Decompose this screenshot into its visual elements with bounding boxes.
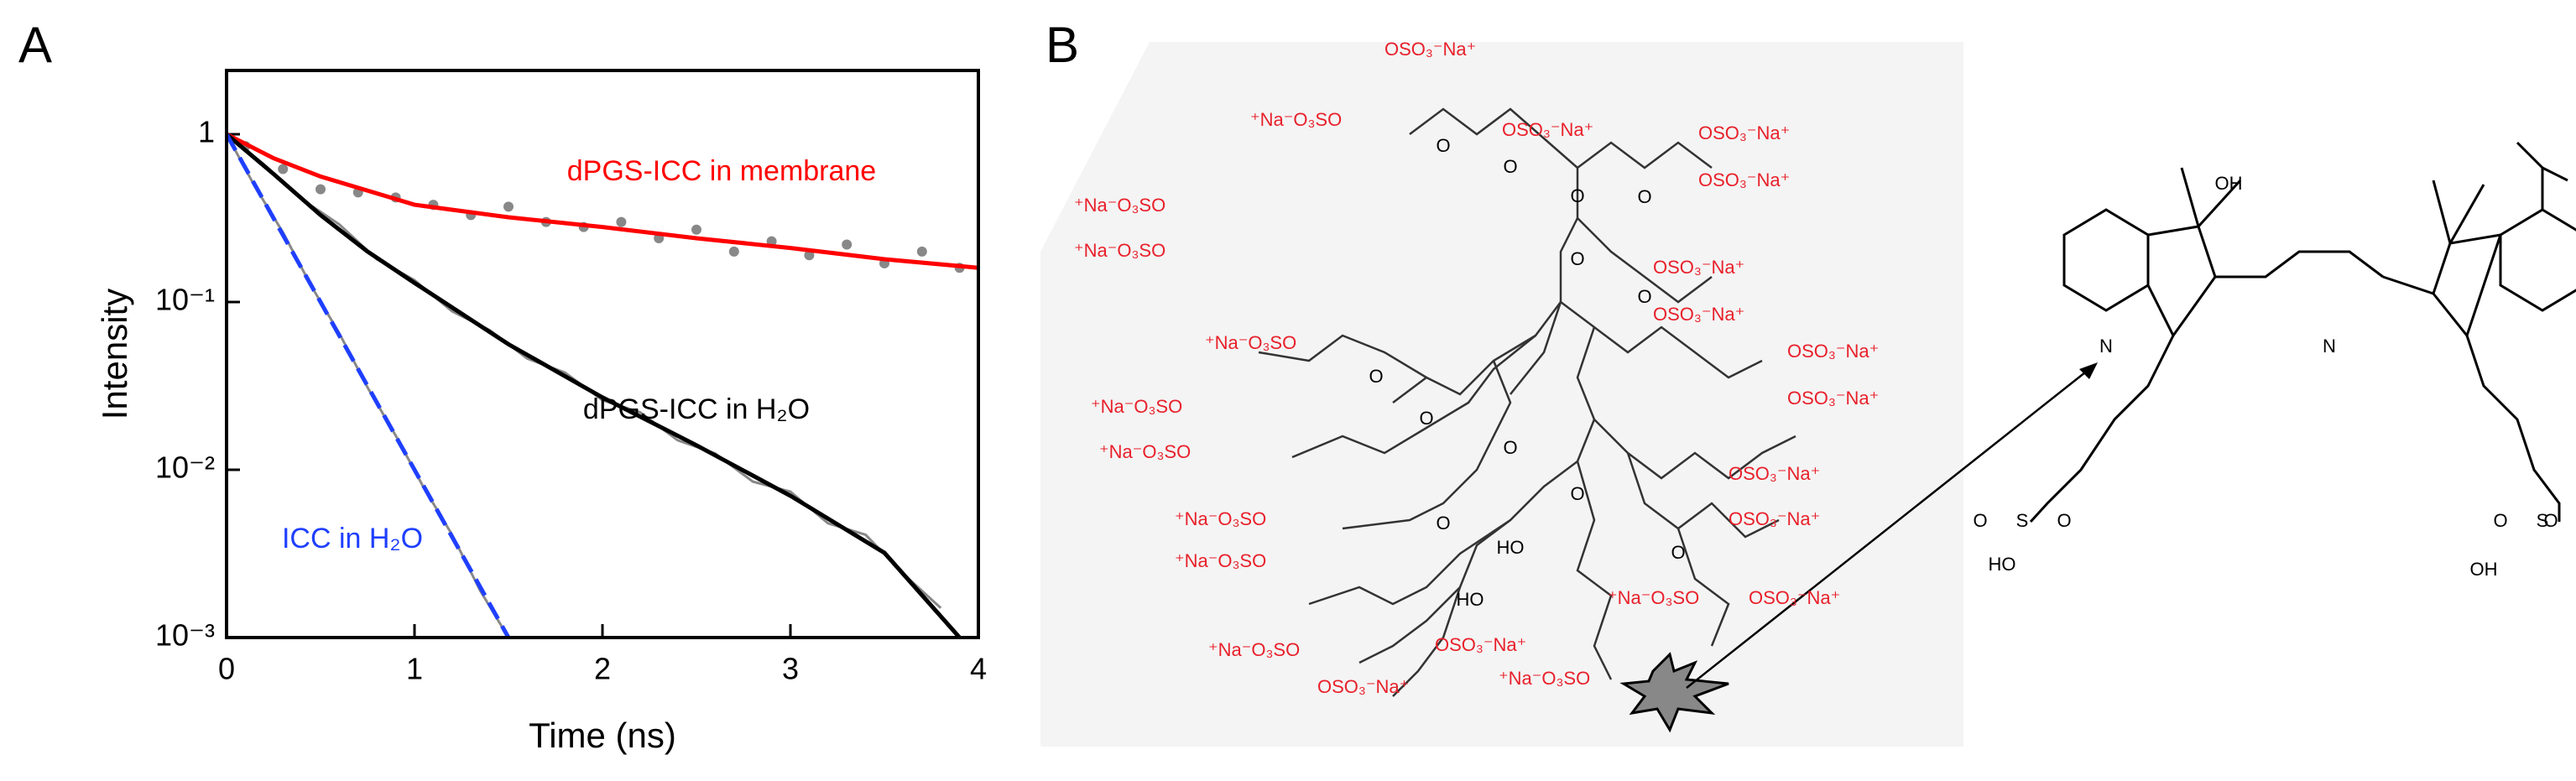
sulfate-label: ⁺Na⁻O₃SO	[1074, 195, 1165, 216]
sulfate-label: ⁺Na⁻O₃SO	[1175, 550, 1266, 571]
sulfate-label: ⁺Na⁻O₃SO	[1074, 240, 1165, 261]
sulfate-label: OSO₃⁻Na⁺	[1435, 634, 1526, 655]
data-point	[503, 201, 514, 212]
atom-label: O	[1436, 513, 1450, 534]
y-tick-label: 10⁻³	[155, 618, 215, 653]
atom-label: O	[1973, 510, 1987, 531]
x-tick-label: 1	[406, 652, 423, 686]
atom-label: N	[2099, 336, 2113, 357]
sulfate-label: ⁺Na⁻O₃SO	[1099, 441, 1191, 462]
y-axis-label: Intensity	[95, 289, 134, 419]
atom-label: O	[1671, 542, 1685, 563]
data-point	[804, 250, 815, 261]
atom-label: N	[2323, 336, 2336, 357]
arrow	[1686, 368, 2090, 689]
atom-label: S	[2016, 510, 2029, 531]
sulfate-label: ⁺Na⁻O₃SO	[1205, 332, 1296, 353]
atom-label: O	[1436, 135, 1450, 156]
y-tick-label: 1	[198, 115, 215, 149]
fit-line	[225, 133, 962, 639]
series-annotation: ICC in H₂O	[282, 523, 423, 555]
atom-label: O	[1637, 286, 1651, 307]
plot-frame	[225, 69, 980, 639]
x-tick-label: 4	[970, 652, 987, 686]
data-point	[315, 184, 326, 195]
sulfate-label: ⁺Na⁻O₃SO	[1499, 668, 1590, 689]
sulfate-label: OSO₃⁻Na⁺	[1698, 122, 1790, 143]
data-point	[728, 246, 739, 257]
data-point	[916, 246, 927, 257]
data-point	[842, 239, 853, 250]
atom-label: OH	[2470, 559, 2498, 580]
atom-label: O	[1503, 437, 1517, 458]
dye-structure	[2029, 141, 2576, 523]
atom-label: HO	[1457, 589, 1484, 610]
sulfate-label: OSO₃⁻Na⁺	[1502, 119, 1593, 140]
atom-label: OH	[2215, 173, 2243, 194]
data-point	[278, 164, 289, 174]
panel-label: B	[1046, 17, 1079, 73]
atom-label: O	[2543, 510, 2558, 531]
sulfate-label: OSO₃⁻Na⁺	[1729, 508, 1820, 529]
atom-label: O	[1637, 186, 1651, 207]
series-annotation: dPGS-ICC in H₂O	[583, 393, 810, 425]
fluorophore-marker	[1619, 652, 1729, 733]
sulfate-label: OSO₃⁻Na⁺	[1787, 388, 1879, 409]
atom-label: O	[2057, 510, 2071, 531]
data-point	[616, 216, 627, 227]
sulfate-label: OSO₃⁻Na⁺	[1384, 39, 1476, 60]
x-tick-label: 2	[594, 652, 611, 686]
data-point	[691, 224, 701, 235]
sulfate-label: ⁺Na⁻O₃SO	[1208, 639, 1300, 660]
atom-label: O	[1369, 366, 1383, 387]
sulfate-label: ⁺Na⁻O₃SO	[1608, 587, 1699, 608]
atom-label: O	[2493, 510, 2507, 531]
fit-line	[225, 132, 979, 270]
y-tick-label: 10⁻²	[155, 450, 215, 485]
atom-label: O	[1570, 248, 1584, 269]
sulfate-label: OSO₃⁻Na⁺	[1729, 463, 1820, 484]
dendrimer-skeleton	[1258, 107, 1796, 697]
chart: 0 1 2 3 4 10⁻³ 10⁻² 10⁻¹ 1 dPGS-ICC in membrane dP…	[95, 69, 987, 755]
atom-label: HO	[1497, 537, 1525, 558]
sulfate-label: OSO₃⁻Na⁺	[1787, 341, 1879, 362]
atom-label: O	[1570, 185, 1584, 206]
sulfate-label: OSO₃⁻Na⁺	[1653, 304, 1744, 325]
sulfate-label: ⁺Na⁻O₃SO	[1091, 396, 1182, 417]
sulfate-label: OSO₃⁻Na⁺	[1653, 257, 1744, 278]
sulfate-label: ⁺Na⁻O₃SO	[1250, 109, 1342, 130]
atom-label: O	[1503, 156, 1517, 177]
y-tick-label: 10⁻¹	[155, 283, 215, 317]
sulfate-label: OSO₃⁻Na⁺	[1698, 169, 1790, 190]
atom-label: HO	[1989, 554, 2016, 575]
atom-label: S	[2537, 510, 2549, 531]
panel-b-background	[1040, 42, 1963, 747]
atom-label: O	[1419, 408, 1433, 429]
x-axis-label: Time (ns)	[529, 716, 676, 755]
fit-line	[224, 133, 511, 639]
sulfate-label: OSO₃⁻Na⁺	[1317, 676, 1409, 697]
panel-label: A	[18, 17, 52, 73]
atom-label: O	[1570, 483, 1584, 504]
series-annotation: dPGS-ICC in membrane	[567, 155, 876, 187]
sulfate-label: OSO₃⁻Na⁺	[1749, 587, 1840, 608]
sulfate-label: ⁺Na⁻O₃SO	[1175, 508, 1266, 529]
x-tick-label: 3	[782, 652, 799, 686]
x-tick-label: 0	[218, 652, 235, 686]
arrow-head	[2079, 362, 2098, 379]
